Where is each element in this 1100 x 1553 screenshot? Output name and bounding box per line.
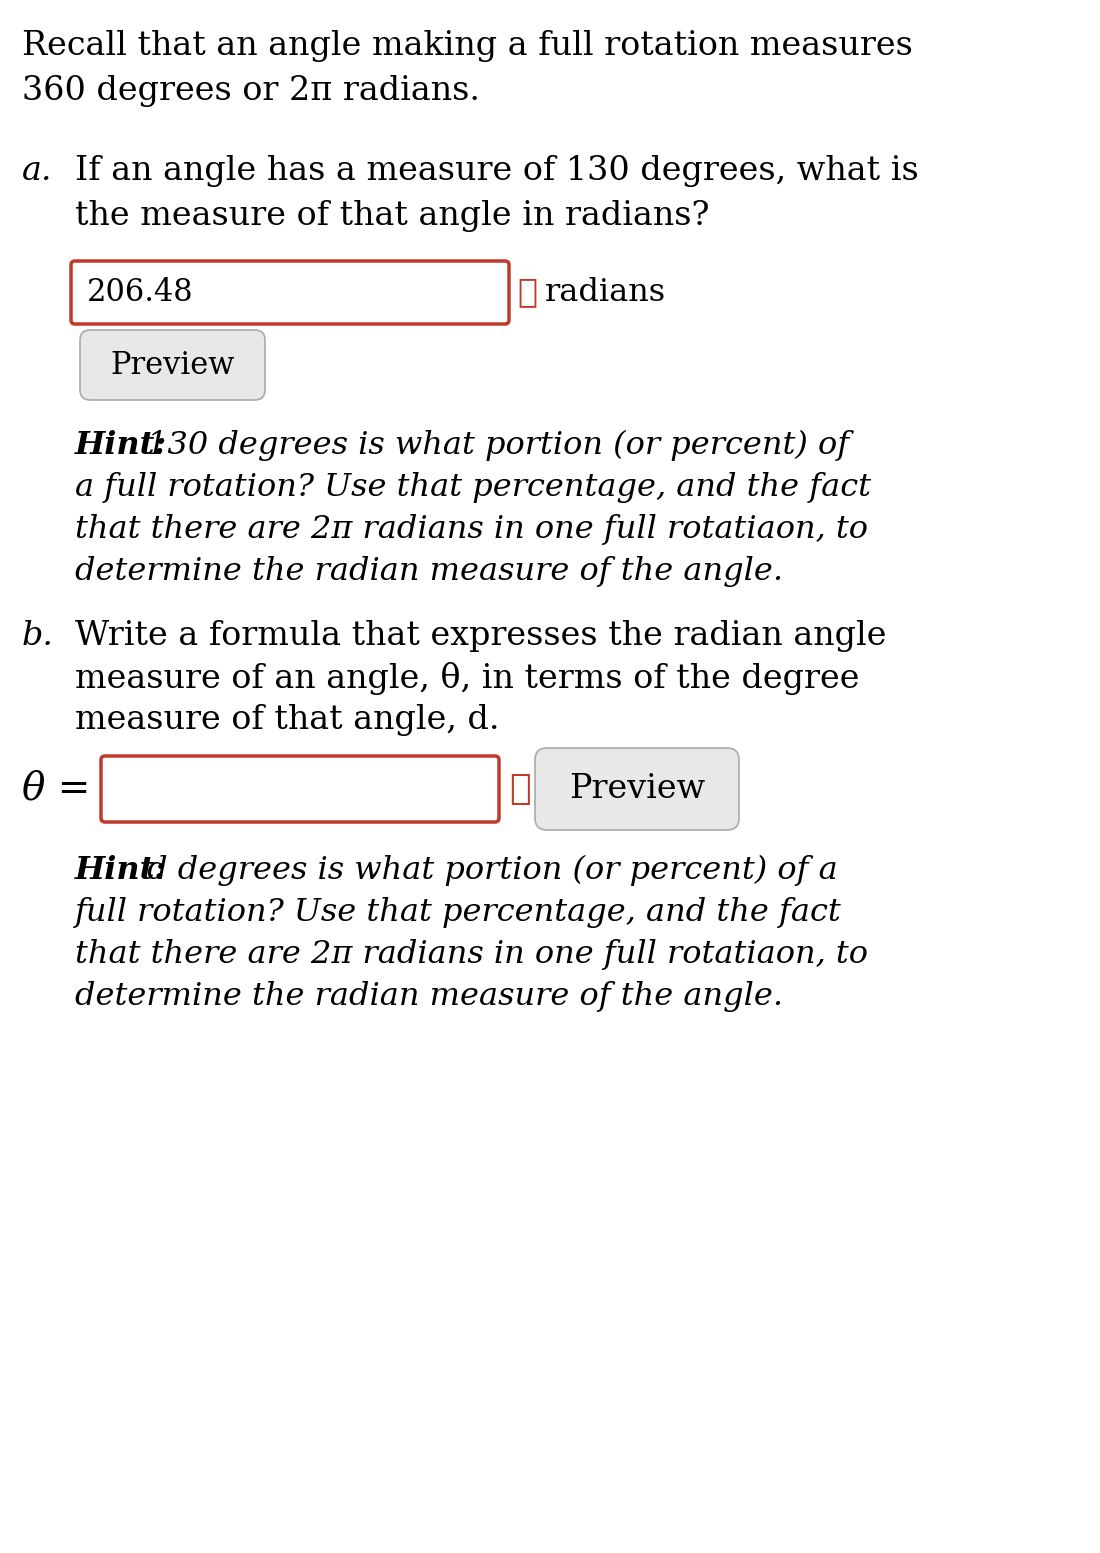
Text: Preview: Preview	[569, 773, 705, 804]
Text: θ =: θ =	[22, 770, 90, 808]
Text: b.: b.	[22, 620, 54, 652]
Text: the measure of that angle in radians?: the measure of that angle in radians?	[75, 200, 710, 231]
Text: 130 degrees is what portion (or percent) of: 130 degrees is what portion (or percent)…	[138, 430, 849, 461]
Text: 206.48: 206.48	[87, 276, 194, 307]
Text: If an angle has a measure of 130 degrees, what is: If an angle has a measure of 130 degrees…	[75, 155, 918, 186]
Text: determine the radian measure of the angle.: determine the radian measure of the angl…	[75, 556, 783, 587]
FancyBboxPatch shape	[72, 261, 509, 325]
Text: that there are 2π radians in one full rotatiaon, to: that there are 2π radians in one full ro…	[75, 940, 868, 971]
FancyBboxPatch shape	[535, 749, 739, 829]
Text: a full rotation? Use that percentage, and the fact: a full rotation? Use that percentage, an…	[75, 472, 871, 503]
Text: radians: radians	[544, 276, 667, 307]
Text: ✗: ✗	[509, 772, 530, 806]
Text: Hint:: Hint:	[75, 856, 167, 887]
Text: determine the radian measure of the angle.: determine the radian measure of the angl…	[75, 981, 783, 1013]
Text: d degrees is what portion (or percent) of a: d degrees is what portion (or percent) o…	[138, 856, 838, 887]
Text: Recall that an angle making a full rotation measures: Recall that an angle making a full rotat…	[22, 30, 913, 62]
Text: Hint:: Hint:	[75, 430, 167, 461]
Text: that there are 2π radians in one full rotatiaon, to: that there are 2π radians in one full ro…	[75, 514, 868, 545]
FancyBboxPatch shape	[80, 329, 265, 401]
Text: 360 degrees or 2π radians.: 360 degrees or 2π radians.	[22, 75, 480, 107]
Text: a.: a.	[22, 155, 53, 186]
FancyBboxPatch shape	[101, 756, 499, 822]
Text: Write a formula that expresses the radian angle: Write a formula that expresses the radia…	[75, 620, 887, 652]
Text: Preview: Preview	[110, 349, 234, 380]
Text: full rotation? Use that percentage, and the fact: full rotation? Use that percentage, and …	[75, 898, 842, 929]
Text: measure of that angle, d.: measure of that angle, d.	[75, 704, 499, 736]
Text: ✗: ✗	[517, 276, 537, 309]
Text: measure of an angle, θ, in terms of the degree: measure of an angle, θ, in terms of the …	[75, 662, 859, 696]
